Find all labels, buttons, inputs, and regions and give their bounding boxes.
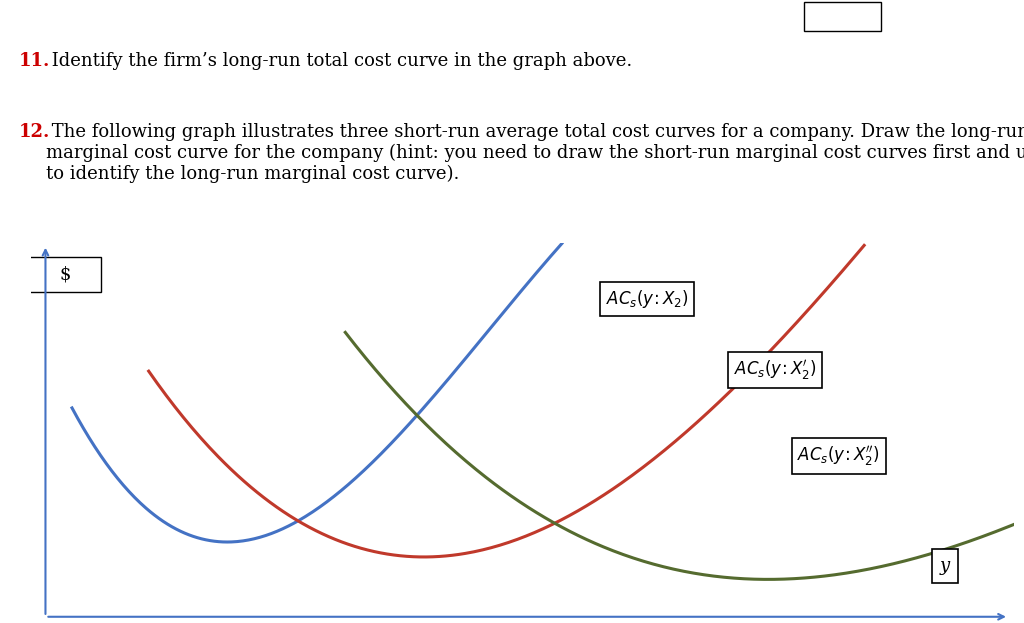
Text: The following graph illustrates three short-run average total cost curves for a : The following graph illustrates three sh… — [46, 123, 1024, 183]
Text: 12.: 12. — [18, 123, 50, 141]
Text: $AC_s(y\!: X_2)$: $AC_s(y\!: X_2)$ — [606, 288, 688, 310]
Text: $AC_s(y\!: X_2'')$: $AC_s(y\!: X_2'')$ — [798, 444, 881, 468]
Text: Identify the firm’s long-run total cost curve in the graph above.: Identify the firm’s long-run total cost … — [46, 52, 633, 70]
Text: 11.: 11. — [18, 52, 50, 70]
FancyBboxPatch shape — [804, 2, 881, 31]
Text: $AC_s(y\!: X_2')$: $AC_s(y\!: X_2')$ — [733, 358, 816, 382]
Text: y: y — [940, 558, 950, 575]
FancyBboxPatch shape — [29, 257, 101, 292]
Text: $: $ — [59, 266, 71, 283]
